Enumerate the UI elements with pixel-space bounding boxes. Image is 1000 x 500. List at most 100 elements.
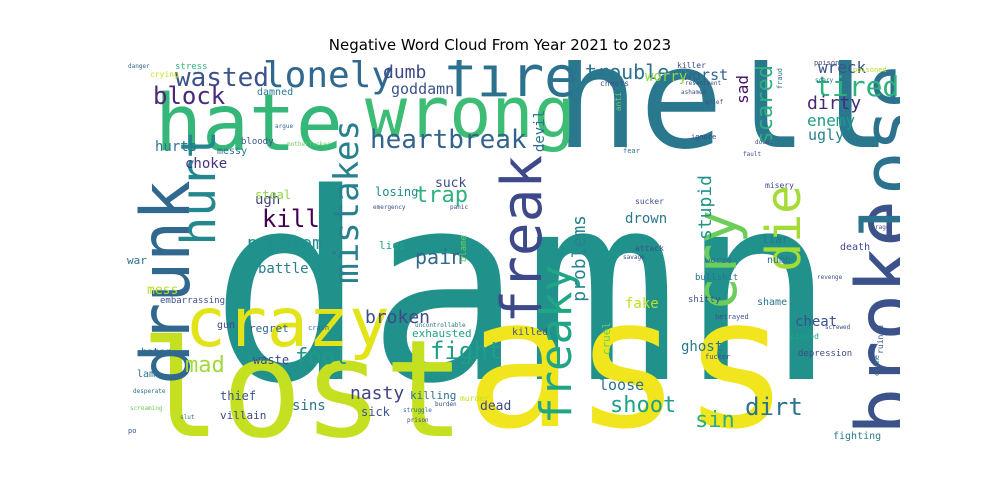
cloud-word: hate	[155, 79, 343, 169]
cloud-word: bullshit	[695, 273, 739, 283]
cloud-word: waste	[253, 353, 290, 367]
cloud-word: screwed	[825, 324, 851, 331]
cloud-word: problem	[247, 233, 323, 254]
cloud-word: emergency	[373, 204, 406, 211]
cloud-word: scared	[753, 65, 778, 145]
cloud-word: poison	[814, 60, 840, 67]
cloud-word: trap	[415, 183, 468, 208]
cloud-word: liar	[762, 233, 789, 246]
cloud-word: devil	[532, 110, 548, 153]
cloud-word: losing	[375, 185, 419, 199]
cloud-word: bloody	[241, 137, 274, 147]
cloud-word: pain	[415, 245, 464, 269]
cloud-word: sad	[733, 75, 752, 104]
cloud-word: steal	[255, 188, 292, 202]
cloud-word: fucker	[705, 353, 731, 361]
cloud-word: damned	[257, 87, 294, 98]
cloud-word: war	[127, 254, 147, 267]
cloud-word: fault	[743, 151, 762, 158]
cloud-word: misery	[765, 181, 794, 190]
cloud-word: numb	[767, 255, 792, 266]
cloud-word: stress	[175, 62, 208, 72]
cloud-word: ass	[465, 260, 791, 446]
cloud-word: ghost	[681, 339, 724, 355]
cloud-word: blame	[459, 235, 469, 263]
cloud-word: nasty	[350, 383, 405, 404]
cloud-word: sin	[695, 408, 735, 433]
cloud-word: thief	[220, 389, 257, 403]
cloud-word: resentment	[685, 80, 722, 87]
cloud-word: kill	[262, 205, 320, 233]
cloud-word: cruel	[600, 322, 613, 356]
cloud-word: gun	[217, 320, 236, 331]
cloud-word: fire	[443, 60, 578, 110]
cloud-word: ugly	[808, 126, 845, 144]
cloud-title: Negative Word Cloud From Year 2021 to 20…	[328, 36, 672, 54]
cloud-word: mistakes	[327, 120, 367, 284]
cloud-word: dead	[480, 399, 512, 414]
cloud-word: ignore	[691, 133, 717, 141]
cloud-word: problems	[569, 215, 590, 302]
cloud-word: dirt	[745, 393, 803, 421]
cloud-word: villain	[220, 409, 267, 422]
cloud-word: scary	[815, 77, 834, 84]
cloud-word: ruined	[876, 325, 885, 354]
cloud-word: loose	[599, 376, 645, 394]
cloud-word: savage	[623, 254, 645, 261]
cloud-word: lonely	[263, 60, 394, 96]
cloud-word: fear	[623, 147, 640, 155]
cloud-word: betrayed	[715, 313, 749, 321]
cloud-word: exhausted	[412, 327, 472, 340]
cloud-word: panic	[450, 204, 469, 211]
word-cloud: damn ass hell lost hate wrong fire lonely broke l…	[125, 60, 900, 445]
cloud-word: wasted	[175, 63, 269, 93]
cloud-word: worse	[705, 256, 733, 266]
cloud-word: fake	[625, 296, 659, 312]
cloud-word: messy	[217, 146, 248, 157]
cloud-word: desperate	[133, 388, 166, 395]
cloud-word: sins	[292, 398, 326, 414]
cloud-word: killing	[410, 389, 457, 402]
cloud-word: damn	[210, 139, 837, 441]
cloud-word: anti	[614, 92, 623, 112]
cloud-word: mess	[147, 283, 179, 298]
cloud-word: murder	[460, 394, 489, 403]
cloud-word: shame	[757, 297, 788, 308]
cloud-word: goddamn	[391, 80, 455, 98]
cloud-word: killed	[512, 327, 549, 338]
cloud-word: uncontrollable	[415, 322, 466, 329]
cloud-word: dirty	[807, 93, 862, 114]
cloud-word: suck	[435, 176, 467, 191]
cloud-word: argue	[275, 123, 294, 130]
cloud-word: block	[153, 82, 226, 110]
cloud-word: screaming	[130, 405, 163, 412]
cloud-word: shitty	[688, 295, 721, 305]
cloud-word: worst	[683, 66, 729, 84]
cloud-word: dumb	[383, 62, 427, 83]
cloud-word: cheat	[795, 314, 838, 330]
cloud-word: rage	[875, 224, 890, 231]
cloud-word: sick	[361, 405, 390, 419]
cloud-word: regret	[249, 322, 289, 335]
cloud-word: mad	[185, 353, 225, 378]
cloud-word: killer	[677, 61, 706, 70]
cloud-word: ashamed	[681, 89, 707, 96]
cloud-word: doubt	[755, 139, 774, 146]
cloud-word: lame	[137, 369, 162, 380]
cloud-word: prison	[407, 417, 429, 424]
cloud-word: hurts	[155, 139, 198, 155]
cloud-word: hater	[141, 347, 172, 358]
cloud-word: crime	[873, 355, 881, 377]
cloud-word: stupid	[695, 175, 716, 241]
cloud-word: worry	[645, 69, 688, 85]
cloud-word: motherfucker	[287, 141, 331, 148]
cloud-word: po	[128, 427, 137, 435]
cloud-word: drown	[625, 211, 668, 227]
cloud-word: hell	[555, 60, 893, 181]
cloud-word: fight	[430, 337, 503, 365]
cloud-word: revenge	[817, 274, 843, 281]
cloud-word: wrong	[365, 72, 576, 154]
cloud-word: pissed	[790, 332, 819, 341]
cloud-word: slut	[180, 414, 195, 421]
cloud-word: grief	[705, 99, 724, 106]
